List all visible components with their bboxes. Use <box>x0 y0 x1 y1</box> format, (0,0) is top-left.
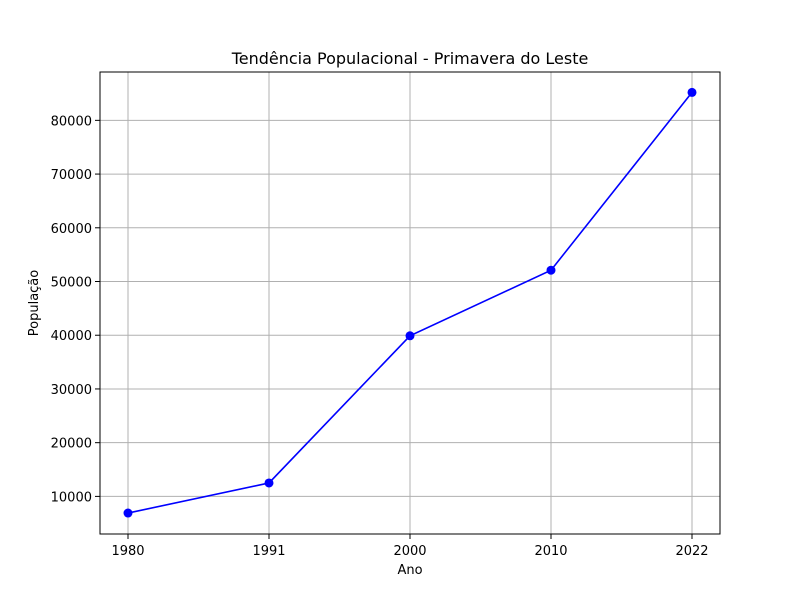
y-tick-label: 60000 <box>51 222 92 237</box>
x-tick-label: 2022 <box>675 544 708 559</box>
x-tick-label: 2000 <box>393 544 426 559</box>
x-axis-label: Ano <box>397 563 422 578</box>
y-tick-label: 20000 <box>51 437 92 452</box>
y-tick-label: 30000 <box>51 383 92 398</box>
y-tick-label: 70000 <box>51 168 92 183</box>
data-point <box>687 87 697 97</box>
chart-title: Tendência Populacional - Primavera do Le… <box>231 49 589 68</box>
data-point <box>123 508 133 518</box>
axis-ticks: 1980 1991 2000 2010 2022 10000 20000 30000 40000… <box>51 114 709 559</box>
y-tick-label: 10000 <box>51 490 92 505</box>
data-point <box>546 265 556 275</box>
y-tick-label: 80000 <box>51 114 92 129</box>
y-tick-label: 50000 <box>51 276 92 291</box>
grid-lines <box>100 72 720 534</box>
x-tick-label: 1991 <box>252 544 285 559</box>
x-tick-label: 2010 <box>534 544 567 559</box>
data-point <box>405 331 415 341</box>
x-tick-label: 1980 <box>111 544 144 559</box>
data-point <box>264 478 274 488</box>
y-tick-label: 40000 <box>51 329 92 344</box>
y-axis-label: População <box>27 270 42 337</box>
series-layer <box>123 87 697 518</box>
